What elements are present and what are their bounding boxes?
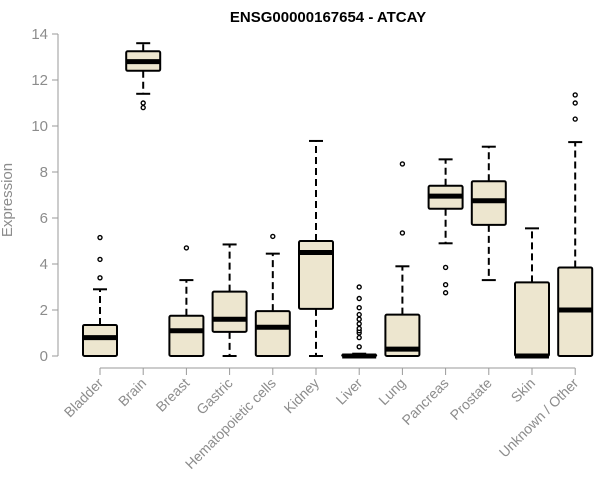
outlier-point	[442, 282, 449, 288]
y-tick-label: 6	[40, 210, 48, 227]
y-tick-label: 8	[40, 164, 48, 181]
box	[168, 314, 205, 357]
y-tick-label: 12	[31, 72, 48, 89]
x-tick-label: Unknown / Other	[496, 375, 582, 461]
y-tick-label: 0	[40, 348, 48, 365]
box	[211, 290, 248, 333]
y-tick-label: 4	[40, 256, 48, 273]
box	[254, 310, 291, 357]
outlier-point	[97, 234, 103, 241]
outlier-point	[356, 334, 362, 341]
outlier-point	[270, 233, 276, 240]
outlier-point	[97, 256, 103, 263]
outlier-point	[442, 290, 449, 296]
box	[298, 240, 334, 310]
outlier-point	[356, 316, 362, 322]
outlier-point	[356, 321, 362, 327]
x-tick-label: Liver	[333, 375, 366, 408]
box	[82, 323, 118, 358]
outlier-point	[356, 295, 362, 302]
outlier-point	[97, 275, 103, 281]
y-tick-label: 14	[31, 26, 48, 43]
box	[514, 281, 550, 357]
outlier-point	[572, 92, 578, 98]
box	[384, 313, 421, 358]
outlier-point	[399, 161, 406, 167]
x-tick-label: Brain	[115, 375, 149, 409]
outlier-point	[442, 264, 449, 271]
outlier-point	[140, 104, 146, 111]
outlier-point	[356, 284, 362, 290]
x-tick-label: Skin	[508, 375, 539, 406]
x-tick-label: Breast	[153, 375, 193, 415]
outlier-point	[140, 100, 146, 106]
outlier-point	[356, 325, 362, 332]
x-tick-label: Prostate	[447, 375, 495, 423]
x-tick-label: Lung	[375, 375, 408, 408]
outlier-point	[572, 116, 578, 122]
outlier-point	[183, 245, 190, 251]
x-tick-label: Pancreas	[399, 375, 452, 428]
y-tick-label: 10	[31, 118, 48, 135]
x-tick-label: Kidney	[281, 375, 323, 417]
outlier-point	[399, 230, 406, 236]
y-tick-label: 2	[40, 302, 48, 319]
outlier-point	[356, 311, 362, 318]
x-tick-label: Bladder	[61, 375, 107, 421]
chart-title: ENSG00000167654 - ATCAY	[230, 9, 426, 26]
y-axis-title: Expression	[0, 163, 16, 237]
outlier-point	[572, 100, 578, 106]
x-tick-label: Gastric	[193, 375, 236, 418]
outlier-point	[356, 344, 362, 350]
outlier-point	[356, 305, 362, 311]
